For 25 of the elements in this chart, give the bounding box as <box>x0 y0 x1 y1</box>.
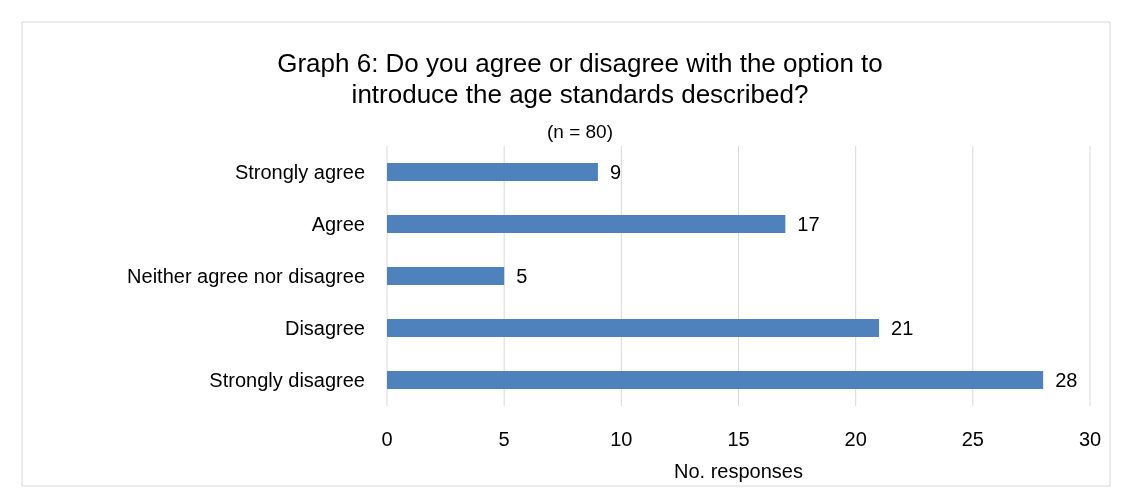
x-tick-label: 25 <box>961 428 984 450</box>
data-label: 9 <box>609 161 622 183</box>
y-tick-label: Strongly agree <box>234 161 365 183</box>
x-tick-label: 5 <box>498 428 510 450</box>
data-label: 28 <box>1055 369 1078 391</box>
y-tick-label: Disagree <box>284 317 365 339</box>
bar <box>387 319 880 337</box>
chart-title: Graph 6: Do you agree or disagree with the option to introduce the age standards described? <box>277 48 883 109</box>
x-axis-title: No. responses <box>674 460 803 482</box>
bar <box>387 267 505 285</box>
x-tick-label: 15 <box>727 428 750 450</box>
x-tick-label: 0 <box>381 428 393 450</box>
x-tick-label: 30 <box>1078 428 1102 450</box>
data-label: 17 <box>797 213 820 235</box>
bar <box>387 215 786 233</box>
y-tick-label: Neither agree nor disagree <box>127 265 365 287</box>
x-tick-label: 10 <box>610 428 633 450</box>
bar <box>387 163 598 181</box>
chart-subtitle: (n = 80) <box>546 121 614 142</box>
bar <box>387 371 1044 389</box>
data-label: 5 <box>516 265 528 287</box>
data-label: 21 <box>891 317 914 339</box>
y-tick-label: Strongly disagree <box>209 369 365 391</box>
y-tick-label: Agree <box>311 213 365 235</box>
x-tick-label: 20 <box>844 428 867 450</box>
